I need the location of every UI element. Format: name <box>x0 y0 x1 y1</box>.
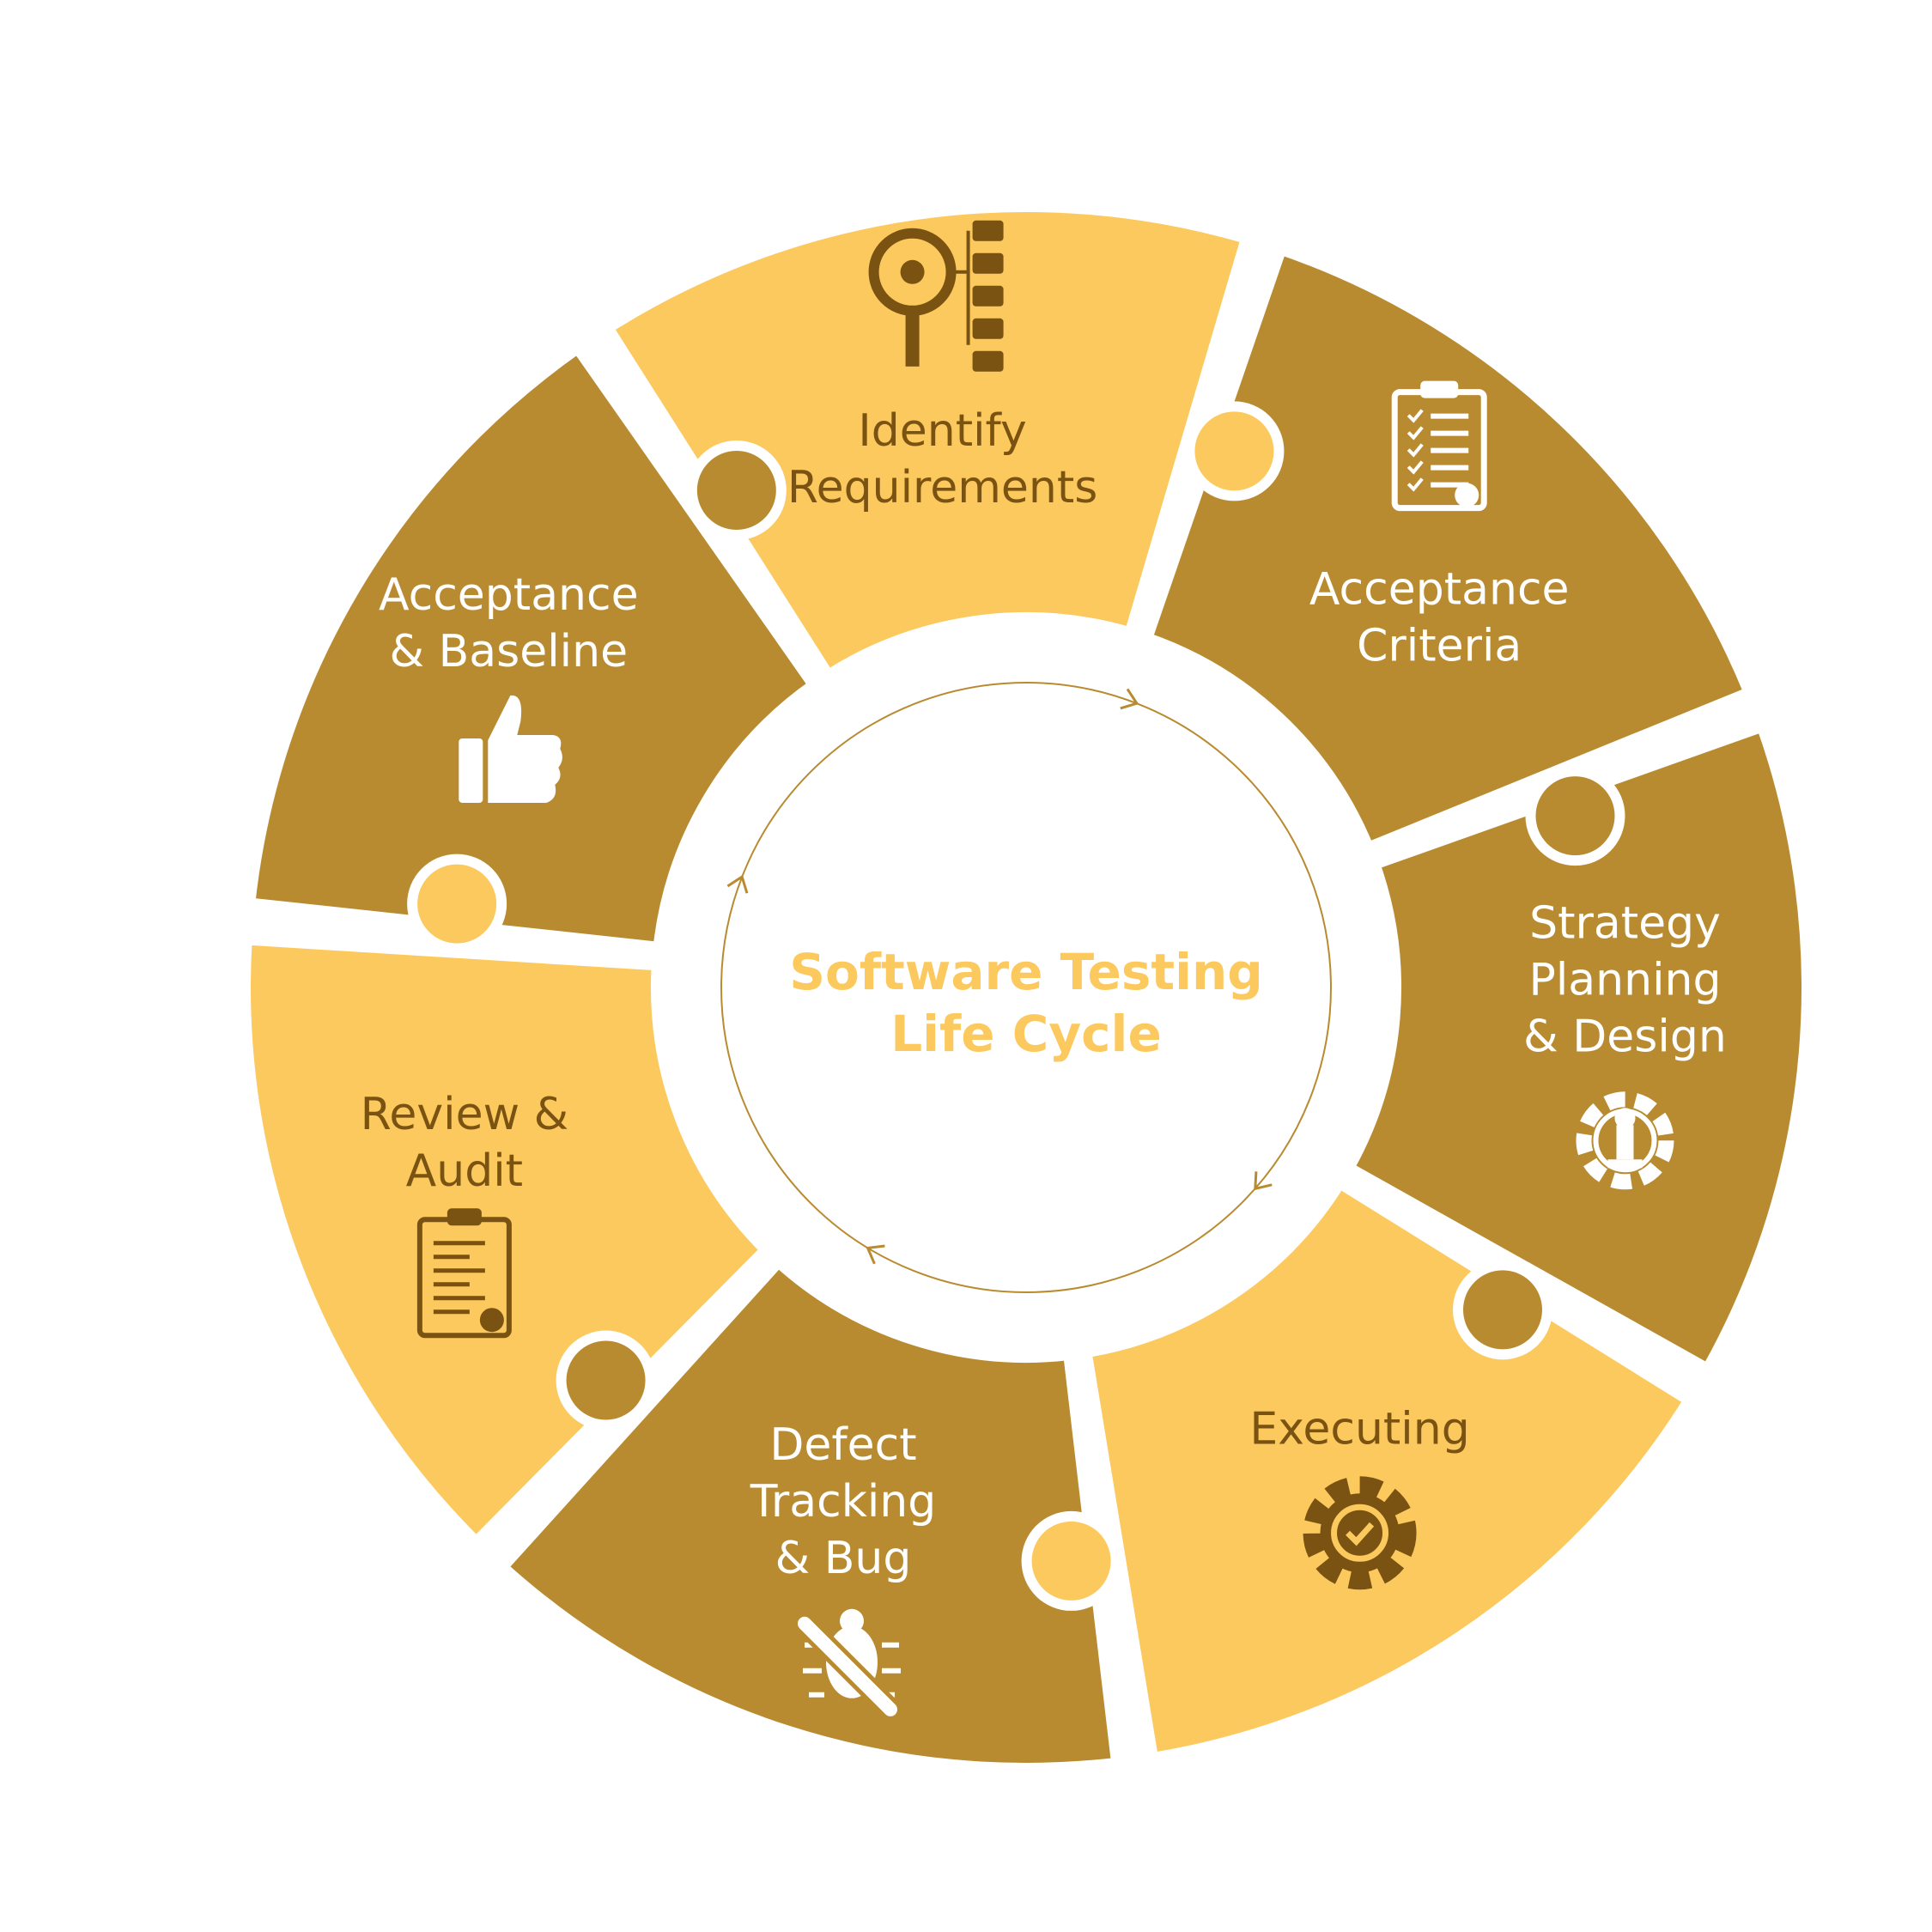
segment-acceptance-baseline <box>243 341 821 954</box>
puzzle-knob <box>1535 776 1615 856</box>
label-strategy-planning-design-line-3: & Design <box>1523 1011 1727 1062</box>
segment-review-audit <box>239 933 773 1549</box>
center-title-line-2: Life Cycle <box>890 1005 1162 1063</box>
thumbs-up-icon <box>459 695 562 803</box>
segments-layer <box>239 200 1814 1775</box>
bug-wrench-icon <box>796 1608 902 1718</box>
segment-defect-tracking-bug <box>495 1255 1124 1775</box>
puzzle-knob <box>1194 411 1274 491</box>
label-defect-tracking-bug-line-1: Defect <box>769 1419 916 1471</box>
ring-arrow-icon <box>1120 688 1139 710</box>
center-title-line-1: Software Testing <box>789 943 1263 1001</box>
puzzle-knob <box>1462 1270 1542 1350</box>
label-defect-tracking-bug-line-2: Tracking <box>750 1476 936 1528</box>
ring-arrow-icon <box>866 1244 885 1265</box>
label-identify-requirements-line-2: Requirements <box>787 462 1098 513</box>
label-acceptance-baseline-line-2: & Baseline <box>390 626 629 677</box>
label-strategy-planning-design-line-2: Planning <box>1528 954 1721 1005</box>
gear-check-icon <box>1303 1476 1417 1590</box>
label-identify-requirements-line-1: Identify <box>858 405 1026 457</box>
puzzle-knob <box>566 1340 646 1420</box>
ring-arrow-icon <box>1254 1171 1273 1191</box>
segment-acceptance-criteria <box>1140 242 1756 854</box>
checklist-clipboard-icon <box>1391 380 1487 512</box>
requirements-search-icon <box>868 220 1004 372</box>
label-executing-line-1: Executing <box>1249 1403 1469 1455</box>
label-defect-tracking-bug-line-3: & Bug <box>775 1533 912 1584</box>
label-strategy-planning-design-line-1: Strategy <box>1529 897 1721 949</box>
labels-layer: IdentifyRequirementsAcceptanceCriteriaSt… <box>361 405 1727 1584</box>
puzzle-knob <box>1031 1521 1111 1601</box>
puzzle-knob <box>417 864 497 944</box>
label-acceptance-criteria-line-2: Criteria <box>1357 621 1522 672</box>
icons-layer <box>416 220 1674 1718</box>
inner-cycle-ring <box>720 682 1332 1293</box>
ring-arrow-icon <box>726 874 749 894</box>
gear-chess-strategy-icon <box>1576 1091 1674 1190</box>
label-review-audit-line-1: Review & <box>361 1089 569 1140</box>
segment-identify-requirements <box>601 200 1254 682</box>
puzzle-knob <box>696 451 776 531</box>
segment-strategy-planning-design <box>1342 720 1814 1376</box>
label-review-audit-line-2: Audit <box>406 1145 523 1197</box>
label-acceptance-criteria-line-1: Acceptance <box>1309 564 1570 616</box>
audit-clipboard-icon <box>416 1208 512 1339</box>
label-acceptance-baseline-line-1: Acceptance <box>379 569 639 621</box>
